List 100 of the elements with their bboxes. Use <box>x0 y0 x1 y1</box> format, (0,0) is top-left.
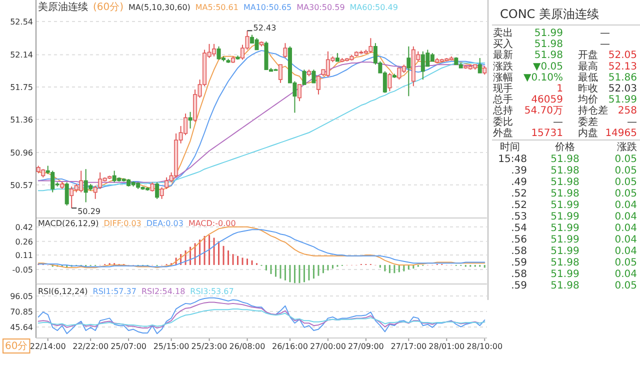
text: 51.99 <box>534 28 563 39</box>
series-label: MACD:-0.00 <box>188 219 236 228</box>
text: MA5:50.61 <box>195 3 238 12</box>
text: 51.99 <box>550 269 580 280</box>
text: 54.70万 <box>524 106 563 117</box>
text: 258 <box>618 106 637 117</box>
x-tick-label: 27/09:00 <box>348 342 384 351</box>
text: 0.05 <box>614 258 637 268</box>
text: MA30:50.59 <box>296 3 345 12</box>
text: 51.98 <box>550 258 580 268</box>
text: 52.05 <box>608 50 637 62</box>
y-tick-label: 96.05 <box>10 292 33 302</box>
text: 最低 <box>578 72 598 84</box>
text: 51.99 <box>550 246 580 257</box>
text: 涨幅 <box>493 71 513 84</box>
text: 52.13 <box>608 61 637 72</box>
x-tick-label: 22/14:00 <box>30 342 66 351</box>
text: 51.98 <box>550 188 580 200</box>
text: .39 <box>511 166 527 176</box>
text: 0.04 <box>614 200 637 211</box>
text: 51.98 <box>550 280 580 292</box>
series-label: RSI2:54.18 <box>141 287 186 296</box>
y-tick-label: 0.42 <box>15 222 33 232</box>
text: .59 <box>511 280 527 292</box>
text: 总手 <box>492 94 513 106</box>
text: — <box>600 39 610 50</box>
text: 0.04 <box>614 246 637 257</box>
text: ▼0.05 <box>533 61 563 72</box>
text: DIFF:0.03 <box>104 219 142 228</box>
text: 涨跌 <box>493 60 513 72</box>
text: 0.05 <box>614 166 637 176</box>
y-tick-label: 52.54 <box>10 18 33 27</box>
text: 昨收 <box>578 82 598 94</box>
text: — <box>553 116 563 128</box>
chart-title: RSI(6,12,24) <box>38 287 88 296</box>
text: 51.99 <box>608 94 637 106</box>
text: 委差 <box>578 116 598 128</box>
text: 0.04 <box>614 269 637 280</box>
text: 0.04 <box>614 223 637 234</box>
text: ▼0.10% <box>524 72 563 84</box>
text: 51.98 <box>550 177 580 188</box>
text: 最新 <box>493 49 513 62</box>
text: — <box>600 28 610 39</box>
chart-subtitle: (60分) <box>93 1 124 13</box>
text: 51.99 <box>550 200 580 211</box>
text: .53 <box>511 212 527 222</box>
text: 15731 <box>531 128 563 139</box>
series-label: RSI3:53.67 <box>190 287 234 296</box>
text: 46059 <box>531 94 563 106</box>
text: 52.03 <box>608 84 637 94</box>
text: MA60:50.49 <box>350 3 398 12</box>
y-tick-label: 45.64 <box>10 323 33 332</box>
text: 1 <box>556 84 563 94</box>
x-tick-label: 22/22:00 <box>72 342 109 351</box>
text: 51.86 <box>608 72 637 84</box>
text: 开盘 <box>578 49 598 62</box>
legend-title: MA(5,10,30,60) <box>128 3 190 12</box>
x-tick-label: 25/23:00 <box>191 342 228 351</box>
chart-title: 美原油连续 <box>38 1 88 13</box>
text: 价格 <box>554 141 575 153</box>
y-tick-label: 50.96 <box>10 148 33 158</box>
x-tick-label: 28/01:00 <box>428 342 465 351</box>
x-tick-label: 27/17:00 <box>390 342 427 351</box>
text: CONC 美原油连续 <box>500 7 599 21</box>
text: .54 <box>511 223 527 234</box>
text: 51.98 <box>550 154 580 165</box>
text: 51.99 <box>550 223 580 234</box>
y-tick-label: 52.14 <box>10 50 33 60</box>
text: 均价 <box>577 94 598 106</box>
y-tick-label: 0.26 <box>15 237 33 246</box>
text: 0.05 <box>614 280 637 292</box>
text: .56 <box>511 234 527 246</box>
text: MA10:50.65 <box>243 3 292 12</box>
text: .58 <box>511 246 527 257</box>
text: 0.04 <box>614 234 637 246</box>
text: 14965 <box>605 128 637 139</box>
text: .59 <box>511 258 527 268</box>
annotation: 50.29 <box>78 207 101 216</box>
y-tick-label: 51.36 <box>10 115 33 124</box>
text: 持仓差 <box>578 104 608 117</box>
text: 51.98 <box>534 50 563 62</box>
x-tick-label: 26/16:00 <box>272 342 308 351</box>
text: .49 <box>511 177 527 188</box>
y-tick-label: 0.11 <box>15 250 33 260</box>
y-tick-label: 70.85 <box>10 308 33 317</box>
text: 买入 <box>493 38 513 50</box>
text: 0.05 <box>614 177 637 188</box>
text: DEA:0.03 <box>146 219 184 228</box>
text: 51.98 <box>550 166 580 176</box>
text: .52 <box>511 188 527 200</box>
y-tick-label: 51.75 <box>10 83 33 92</box>
text: 卖出 <box>493 27 513 39</box>
text: 0.05 <box>614 154 637 165</box>
text: 总持 <box>492 104 513 117</box>
x-tick-label: 28/10:00 <box>466 342 503 351</box>
x-tick-label: 25/07:00 <box>110 342 147 351</box>
text: 委比 <box>493 116 513 128</box>
text: 51.99 <box>550 234 580 246</box>
x-tick-label: 25/15:00 <box>153 342 190 351</box>
text: .58 <box>511 269 527 280</box>
